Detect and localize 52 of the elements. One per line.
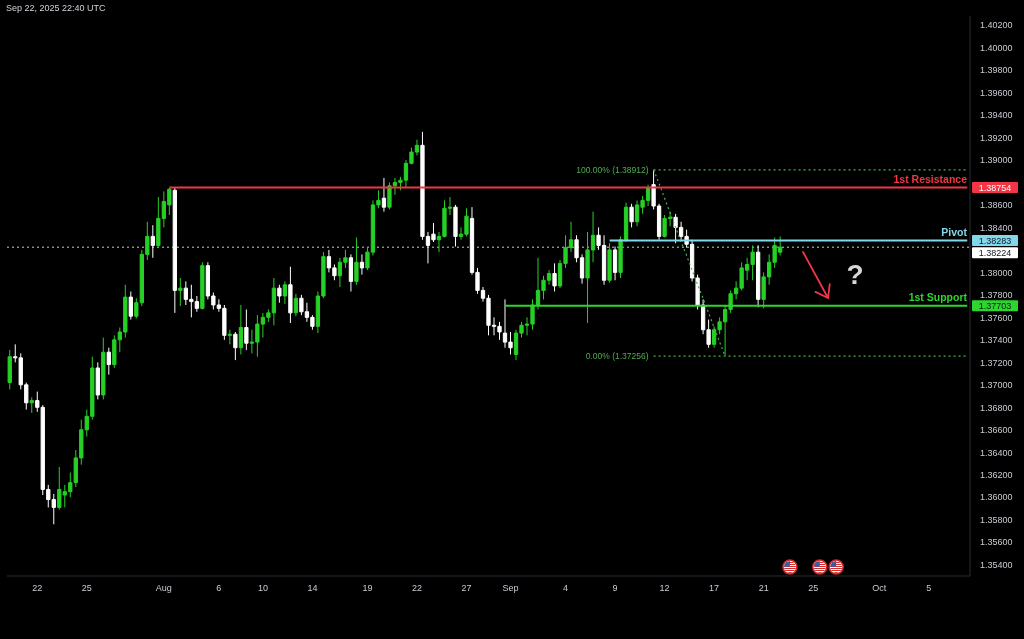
y-tick-label: 1.39800 bbox=[980, 65, 1013, 76]
y-tick-label: 1.37800 bbox=[980, 290, 1013, 301]
y-tick-label: 1.37600 bbox=[980, 312, 1013, 323]
y-tick-label: 1.36000 bbox=[980, 492, 1013, 503]
x-tick-label: 19 bbox=[362, 583, 373, 593]
y-tick-label: 1.40000 bbox=[980, 42, 1013, 53]
x-tick-label: 27 bbox=[461, 583, 472, 593]
y-tick-label: 1.39600 bbox=[980, 87, 1013, 98]
x-tick-label: 9 bbox=[612, 583, 618, 593]
y-tick-label: 1.35600 bbox=[980, 537, 1013, 548]
x-tick-label: 4 bbox=[563, 583, 569, 593]
y-tick-label: 1.39400 bbox=[980, 110, 1013, 121]
y-tick-label: 1.36800 bbox=[980, 402, 1013, 413]
y-tick-label: 1.36200 bbox=[980, 470, 1013, 480]
y-tick-label: 1.35400 bbox=[980, 559, 1013, 570]
x-tick-label: 17 bbox=[709, 583, 720, 593]
y-tick-label: 1.37000 bbox=[980, 380, 1013, 391]
data-label: 1.38283 bbox=[978, 235, 1012, 246]
x-tick-label: 5 bbox=[926, 583, 932, 593]
y-tick-label: 1.36400 bbox=[980, 447, 1013, 458]
data-label: 100.00% (1.38912) bbox=[576, 164, 649, 175]
x-tick-label: Aug bbox=[155, 583, 172, 593]
data-label: 1.37703 bbox=[978, 300, 1012, 311]
data-label: 0.00% (1.37256) bbox=[585, 351, 649, 362]
y-tick-label: 1.38600 bbox=[980, 200, 1013, 211]
y-tick-label: 1.36600 bbox=[980, 425, 1013, 436]
series-label: 1st Support bbox=[908, 290, 968, 303]
y-tick-label: 1.39000 bbox=[980, 155, 1013, 166]
y-tick-label: 1.35800 bbox=[980, 514, 1013, 525]
y-tick-label: 1.38400 bbox=[980, 222, 1013, 233]
x-tick-label: 14 bbox=[307, 583, 318, 593]
x-tick-label: 22 bbox=[411, 583, 422, 593]
y-tick-label: 1.40200 bbox=[980, 20, 1013, 31]
x-tick-label: 12 bbox=[659, 583, 670, 593]
ref-line-label: 1.38224 bbox=[978, 247, 1012, 258]
y-tick-label: 1.37400 bbox=[980, 335, 1013, 346]
x-tick-label: 10 bbox=[257, 583, 268, 593]
x-tick-label: 25 bbox=[81, 583, 92, 593]
x-tick-label: Sep bbox=[502, 583, 519, 593]
series-label: 1st Resistance bbox=[893, 172, 968, 185]
series-label: Pivot bbox=[941, 225, 968, 238]
x-tick-label: 25 bbox=[808, 583, 819, 593]
x-tick-label: 22 bbox=[32, 583, 43, 593]
y-tick-label: 1.37200 bbox=[980, 357, 1013, 368]
annotation: ? bbox=[846, 259, 864, 291]
y-tick-label: 1.39200 bbox=[980, 132, 1013, 143]
data-label: 1.38754 bbox=[978, 182, 1012, 193]
x-tick-label: 6 bbox=[216, 583, 222, 593]
x-tick-label: Oct bbox=[872, 583, 887, 593]
y-tick-label: 1.38000 bbox=[980, 267, 1013, 278]
chart-title: Sep 22, 2025 22:40 UTC bbox=[6, 3, 107, 13]
x-tick-label: 21 bbox=[758, 583, 769, 593]
